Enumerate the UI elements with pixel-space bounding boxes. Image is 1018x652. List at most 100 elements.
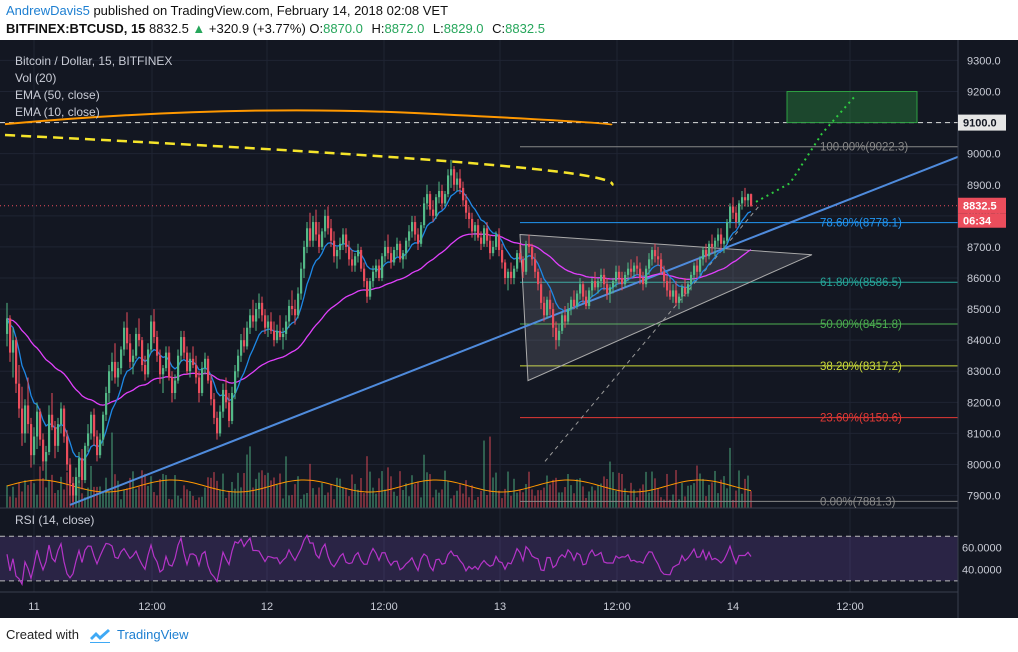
volume-bar: [30, 479, 32, 508]
candle-body: [186, 352, 189, 372]
volume-bar: [279, 473, 281, 508]
volume-bar: [363, 493, 365, 508]
volume-bar: [357, 489, 359, 508]
y-tick-label: 8700.0: [967, 242, 1001, 254]
volume-bar: [510, 495, 512, 508]
volume-bar: [153, 492, 155, 508]
legend-vol[interactable]: Vol (20): [15, 71, 57, 85]
candle-body: [690, 274, 693, 285]
fib-level-label: 23.60%(8150.6): [820, 413, 902, 425]
candle-body: [666, 281, 669, 291]
candle-body: [531, 246, 534, 260]
volume-bar: [474, 499, 476, 508]
orange-curve: [4, 109, 613, 126]
candle-body: [729, 206, 732, 223]
volume-bar: [579, 478, 581, 508]
candle-body: [138, 333, 141, 341]
volume-bar: [426, 472, 428, 508]
candle-body: [222, 389, 225, 412]
volume-bar: [432, 497, 434, 508]
candle-body: [63, 408, 66, 437]
candle-body: [174, 380, 177, 393]
volume-bar: [303, 494, 305, 508]
volume-bar: [381, 471, 383, 508]
volume-bar: [678, 499, 680, 508]
price-chart[interactable]: 9300.09200.09100.09000.08900.08800.08700…: [0, 40, 1018, 618]
volume-bar: [45, 487, 47, 508]
volume-bar: [6, 485, 8, 508]
candle-body: [12, 340, 15, 353]
volume-bar: [441, 489, 443, 508]
volume-bar: [126, 488, 128, 508]
candle-body: [579, 284, 582, 294]
volume-bar: [162, 473, 164, 508]
legend-ema50[interactable]: EMA (50, close): [15, 88, 100, 102]
candle-body: [543, 302, 546, 316]
candle-body: [750, 194, 753, 206]
candle-body: [249, 315, 252, 328]
axes[interactable]: 9300.09200.09100.09000.08900.08800.08700…: [0, 40, 1006, 618]
volume-bar: [582, 486, 584, 508]
candle-body: [465, 200, 468, 213]
candle-body: [378, 265, 381, 278]
candle-body: [684, 287, 687, 294]
y-tick-label: 8200.0: [967, 397, 1001, 409]
volume-bar: [747, 475, 749, 508]
volume-bar: [42, 478, 44, 508]
candle-body: [363, 268, 366, 282]
volume-bar: [411, 475, 413, 508]
symbol-label: BITFINEX:BTCUSD, 15: [6, 21, 146, 36]
candle-body: [540, 284, 543, 303]
candle-body: [18, 383, 21, 409]
volume-bar: [459, 484, 461, 508]
candle-body: [78, 458, 81, 477]
candle-body: [24, 405, 27, 434]
candle-body: [735, 212, 738, 223]
drawings[interactable]: [0, 91, 959, 506]
volume-bar: [687, 485, 689, 508]
volume-bar: [246, 454, 248, 508]
volume-bar: [630, 482, 632, 508]
volume-bar: [384, 489, 386, 508]
candle-body: [450, 169, 453, 176]
rsi-legend[interactable]: RSI (14, close): [15, 513, 95, 527]
candle-body: [516, 253, 519, 269]
volume-bar: [249, 446, 251, 508]
candle-body: [393, 250, 396, 263]
candle-body: [42, 439, 45, 462]
candle-body: [432, 209, 435, 216]
volume-bar: [57, 490, 59, 508]
candle-body: [300, 268, 303, 294]
author-link[interactable]: AndrewDavis5: [6, 3, 90, 18]
tradingview-link[interactable]: TradingView: [117, 627, 189, 642]
candle-body: [744, 197, 747, 201]
volume-bar: [300, 498, 302, 508]
chart-area[interactable]: 9300.09200.09100.09000.08900.08800.08700…: [0, 40, 1018, 618]
candle-body: [141, 340, 144, 366]
volume-bar: [465, 480, 467, 508]
volume-bar: [159, 479, 161, 508]
volume-bar: [540, 490, 542, 508]
candle-body: [216, 417, 219, 434]
volume-bar: [48, 479, 50, 508]
candle-body: [636, 265, 639, 269]
candle-body: [360, 250, 363, 269]
candle-body: [120, 349, 123, 369]
legend-ema10[interactable]: EMA (10, close): [15, 105, 100, 119]
candle-body: [681, 287, 684, 297]
candle-body: [462, 187, 465, 201]
candle-body: [687, 284, 690, 294]
candle-body: [117, 368, 120, 378]
candle-body: [480, 237, 483, 244]
x-tick-label: 11: [28, 601, 39, 613]
volume-bar: [108, 491, 110, 508]
candle-body: [210, 380, 213, 400]
close-label: C:: [492, 21, 506, 36]
fib-level-label: 50.00%(8451.8): [820, 319, 902, 331]
volume-bar: [561, 492, 563, 508]
rsi-pane[interactable]: [0, 533, 958, 587]
volume-bar: [90, 465, 92, 508]
candle-body: [354, 256, 357, 266]
candle-body: [213, 399, 216, 418]
volume-bar: [717, 493, 719, 508]
